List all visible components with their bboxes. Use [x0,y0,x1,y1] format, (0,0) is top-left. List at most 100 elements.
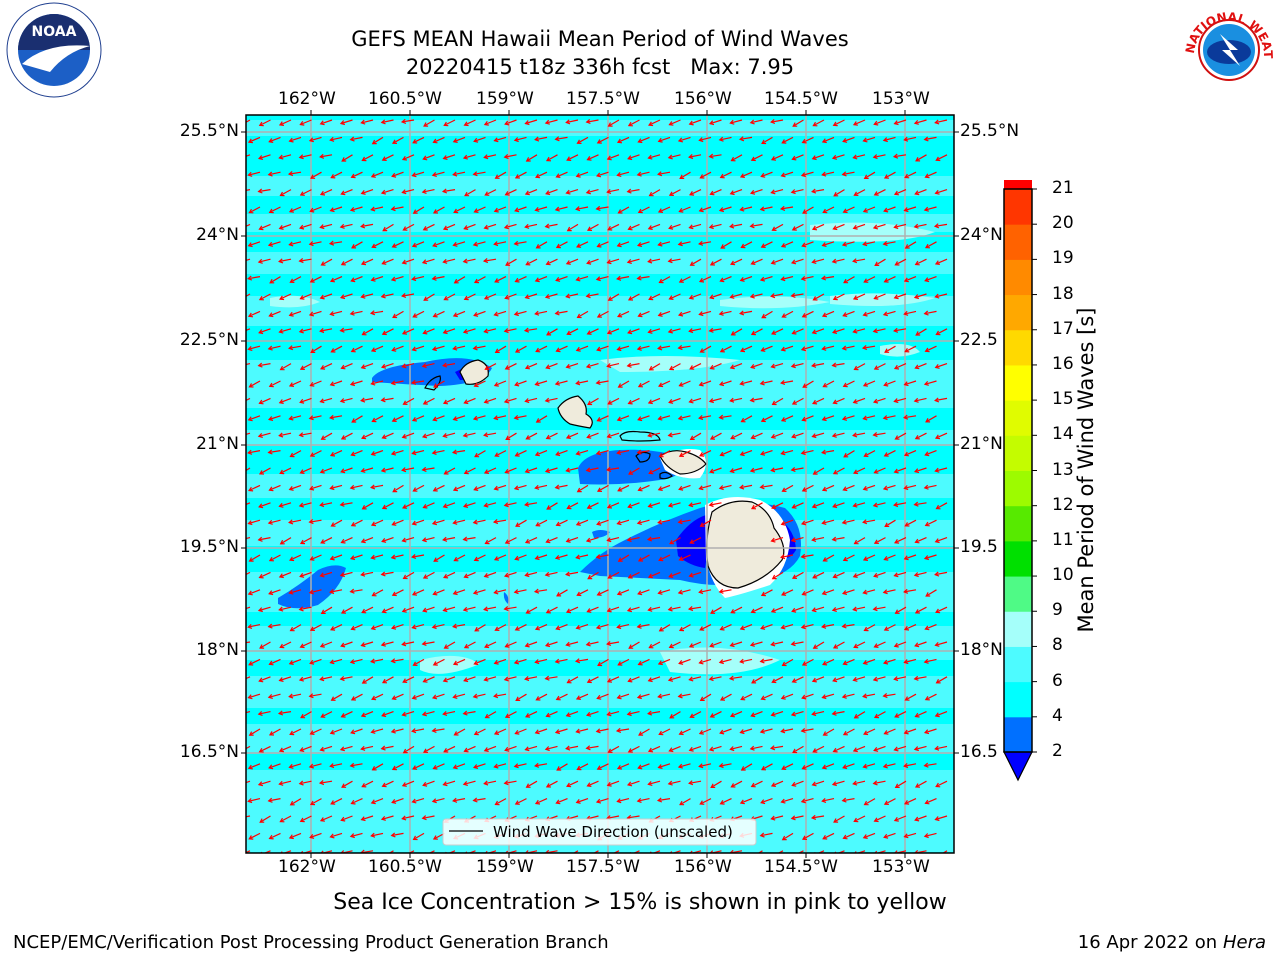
wind-wave-arrow [617,276,630,280]
wind-wave-arrow [422,363,435,367]
wind-wave-arrowhead [924,695,930,701]
wind-wave-arrowhead [739,380,745,386]
wind-wave-arrowhead [555,347,561,353]
wind-wave-arrow [403,745,415,754]
wind-wave-arrowhead [842,764,848,770]
wind-wave-arrow [648,606,661,611]
wind-wave-arrow [853,641,866,648]
wind-wave-arrow [474,484,486,491]
wind-wave-arrow [473,241,486,246]
wind-wave-arrow [668,258,681,262]
wind-wave-arrowhead [585,641,591,647]
wind-wave-arrowhead [329,763,335,769]
wind-wave-arrow [597,136,609,144]
wind-wave-arrow [515,693,527,701]
wind-wave-arrowhead [739,451,745,457]
wind-wave-arrowhead [442,677,448,683]
wind-wave-arrow [258,780,271,786]
wind-wave-arrowhead [647,677,653,683]
wind-wave-arrow [341,189,353,195]
wind-wave-arrow [587,571,599,580]
wind-wave-arrow [638,728,650,736]
wind-wave-arrow [883,658,896,664]
wind-wave-arrow [792,780,804,787]
wind-wave-arrow [935,641,948,646]
wind-wave-arrow [525,502,538,506]
wind-wave-arrowhead [740,766,746,771]
wind-wave-arrow [658,241,671,246]
wind-wave-arrowhead [504,643,510,648]
wind-wave-arrow [279,745,292,752]
wind-wave-arrow [607,711,620,716]
wind-wave-arrow [649,189,661,197]
wind-wave-arrowhead [289,452,295,458]
wind-wave-arrowhead [411,554,417,560]
wind-wave-arrow [494,519,507,523]
wind-wave-arrowhead [503,676,509,682]
wind-wave-arrowhead [708,501,714,508]
wind-wave-arrowhead [791,504,797,509]
wind-wave-arrowhead [616,138,623,144]
wind-wave-arrow [268,798,281,802]
wind-wave-arrowhead [503,328,509,334]
wind-wave-arrowhead [401,259,407,265]
wind-wave-arrowhead [904,696,910,701]
wind-wave-arrowhead [514,800,520,805]
wind-wave-arrow [627,537,640,541]
wind-wave-arrow [525,711,538,718]
wind-wave-arrowhead [719,347,725,353]
wind-wave-arrow [412,519,425,525]
wind-wave-arrow [443,328,456,334]
wind-wave-arrowhead [658,556,664,562]
wind-wave-arrow [402,780,415,787]
wind-wave-arrow [289,832,302,839]
wind-wave-arrowhead [709,850,714,853]
wind-wave-arrow [545,293,558,298]
wind-wave-arrowhead [300,713,306,719]
wind-wave-arrow [648,537,661,541]
wind-wave-arrow [669,119,681,126]
wind-wave-arrowhead [412,209,418,214]
wind-wave-arrowhead [360,467,366,473]
wind-wave-arrowhead [749,189,756,195]
wind-wave-arrow [607,328,620,334]
wind-wave-arrow [812,815,825,819]
noaa-logo: NOAA [6,2,102,98]
wind-wave-arrow [340,293,353,299]
wind-wave-arrow [484,154,497,159]
wind-wave-arrow [935,711,948,717]
wind-wave-arrowhead [893,746,899,752]
wind-wave-arrow [310,380,322,387]
wind-wave-arrow [832,606,845,611]
wind-wave-arrow [637,171,650,176]
wind-wave-arrow [350,310,363,315]
wind-wave-arrow [371,380,384,385]
wind-wave-arrow [761,589,773,596]
wind-wave-arrowhead [811,677,817,683]
wind-wave-arrow [863,345,876,349]
wind-wave-arrowhead [843,278,849,284]
wind-wave-arrowhead [391,417,397,422]
lon-label-bottom-153w: 153°W [872,857,930,877]
wind-wave-arrow [546,328,558,336]
wind-wave-arrowhead [781,313,787,318]
wind-wave-arrow [309,136,322,142]
wind-wave-arrowhead [698,240,704,246]
wind-wave-arrowhead [421,641,427,647]
wind-wave-arrow [422,780,435,786]
wind-wave-arrow [279,258,292,263]
wind-wave-arrowhead [708,327,714,333]
wind-wave-arrowhead [463,643,469,649]
wind-wave-arrowhead [616,275,622,281]
wind-wave-arrow [874,641,886,648]
wind-wave-arrow [935,745,948,750]
wind-wave-arrowhead [411,728,417,734]
wind-wave-arrowhead [821,590,827,596]
wind-wave-arrow [648,676,661,682]
lon-label-bottom-162w: 162°W [278,857,336,877]
wind-wave-arrow [853,571,866,578]
wind-wave-arrowhead [248,486,254,492]
wind-wave-arrow [822,798,835,802]
wind-wave-arrow [576,519,589,526]
wind-wave-arrowhead [239,156,243,160]
